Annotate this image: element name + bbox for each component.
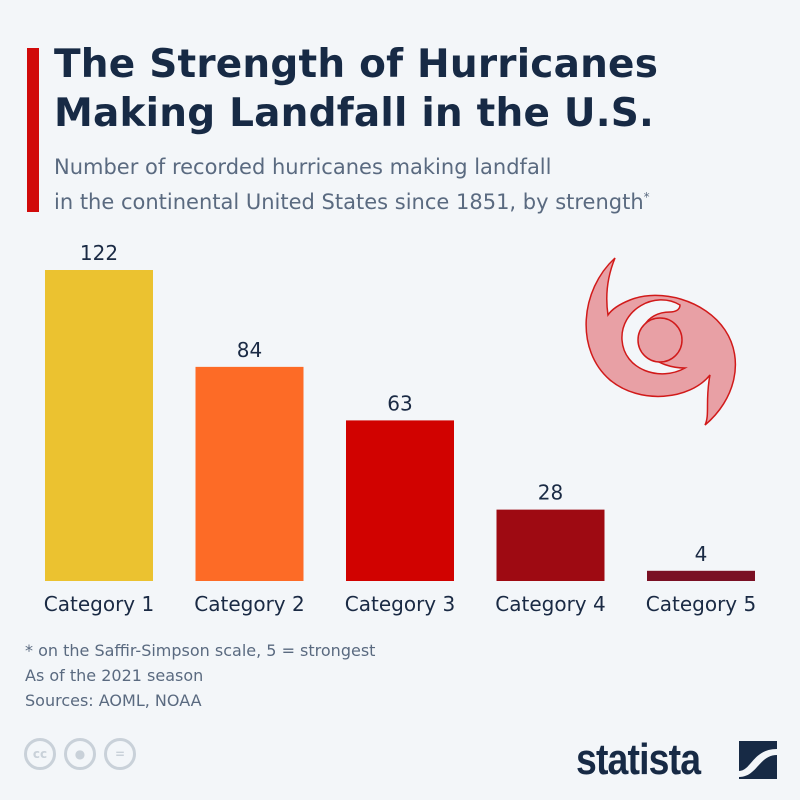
license-icons: cc ● = xyxy=(24,738,136,770)
category-label: Category 3 xyxy=(345,592,455,616)
footnote-scale: * on the Saffir-Simpson scale, 5 = stron… xyxy=(25,641,376,660)
category-label: Category 1 xyxy=(44,592,154,616)
logo-text: statista xyxy=(576,735,701,784)
footnote-season: As of the 2021 season xyxy=(25,666,204,685)
bar-5 xyxy=(647,570,755,581)
attribution-icon[interactable]: ● xyxy=(64,738,96,770)
hurricane-icon xyxy=(585,257,737,426)
category-label: Category 4 xyxy=(495,592,605,616)
bar-3 xyxy=(346,420,454,581)
bar-1 xyxy=(45,270,153,581)
subtitle-line-1: Number of recorded hurricanes making lan… xyxy=(54,155,552,179)
bar-chart: 122 Category 1 84 Category 2 63 Category 3 28 C… xyxy=(44,241,756,616)
bar-2 xyxy=(195,366,304,581)
statista-logo-icon xyxy=(739,741,777,779)
sources: Sources: AOML, NOAA xyxy=(25,691,202,710)
footnotes: * on the Saffir-Simpson scale, 5 = stron… xyxy=(25,638,375,713)
page-title: The Strength of Hurricanes Making Landfa… xyxy=(54,40,658,138)
data-label: 28 xyxy=(538,481,563,505)
data-label: 4 xyxy=(695,542,708,566)
data-label: 122 xyxy=(80,241,118,265)
bar-4 xyxy=(496,509,605,581)
title-line-2: Making Landfall in the U.S. xyxy=(54,91,655,136)
statista-logo[interactable]: statista xyxy=(576,735,777,785)
subtitle-line-2-text: in the continental United States since 1… xyxy=(54,190,644,214)
subtitle-line-2: in the continental United States since 1… xyxy=(54,182,650,217)
no-derivatives-icon[interactable]: = xyxy=(104,738,136,770)
cc-icon[interactable]: cc xyxy=(24,738,56,770)
data-label: 63 xyxy=(387,391,412,415)
data-label: 84 xyxy=(237,338,262,362)
title-line-1: The Strength of Hurricanes xyxy=(54,42,659,87)
category-label: Category 5 xyxy=(646,592,756,616)
accent-bar xyxy=(27,48,39,212)
footnote-mark: * xyxy=(643,190,650,204)
subtitle: Number of recorded hurricanes making lan… xyxy=(54,152,650,217)
category-label: Category 2 xyxy=(194,592,304,616)
